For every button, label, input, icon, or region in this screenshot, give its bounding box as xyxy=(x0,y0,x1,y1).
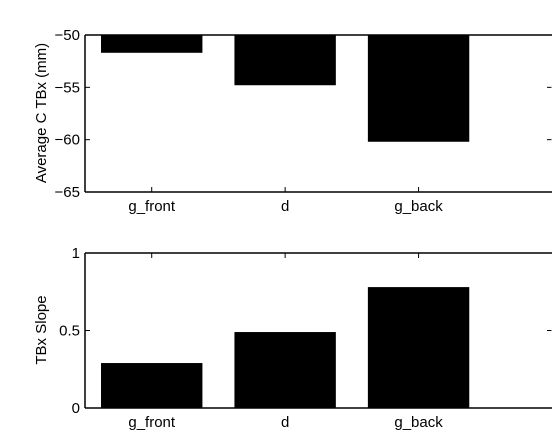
chart-1-y-tick-label: −55 xyxy=(55,79,80,96)
chart-2-x-tick-label: g_front xyxy=(128,414,176,431)
chart-1-x-tick-label: g_back xyxy=(394,198,443,215)
chart-2-y-tick-label: 0.5 xyxy=(59,323,80,340)
chart-2-bar-g-front xyxy=(101,363,203,408)
chart-1-y-tick-label: −60 xyxy=(55,132,80,149)
chart-1-x-tick-label: g_front xyxy=(128,198,176,215)
chart-1-bar-d xyxy=(234,35,336,86)
chart-1-y-tick-label: −50 xyxy=(55,27,80,44)
chart-2-x-tick-label: d xyxy=(281,414,289,431)
chart-2-bar-d xyxy=(234,332,336,408)
chart-1-bar-g-back xyxy=(367,35,470,142)
chart-2-y-axis-label: TBx Slope xyxy=(33,295,50,364)
chart-1-bar-g-front xyxy=(101,35,203,53)
chart-2-bar-g-back xyxy=(367,287,470,408)
chart-2-y-tick-label: 0 xyxy=(72,400,80,417)
chart-1-y-axis-label: Average C TBx (mm) xyxy=(33,43,50,183)
chart-1-y-tick-label: −65 xyxy=(55,184,80,201)
chart-2-x-tick-label: g_back xyxy=(394,414,443,431)
chart-1-x-tick-label: d xyxy=(281,198,289,215)
chart-2-y-tick-label: 1 xyxy=(72,245,80,262)
